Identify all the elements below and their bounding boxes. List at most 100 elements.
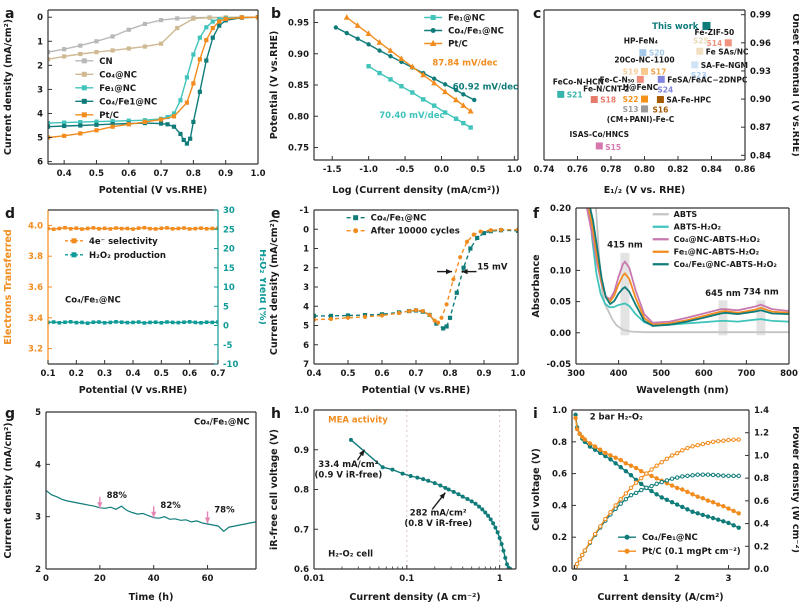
marker-circle: [432, 318, 437, 323]
panel-a-orr-lsv: 0.4 0.5 0.6 0.7 0.8 0.9 1.0 0 1 2 3 4 5 6 Potential (V…: [0, 0, 266, 200]
marker-circle: [731, 523, 736, 528]
marker-circle: [639, 481, 644, 487]
marker-triangle: [409, 63, 416, 70]
y-tick-label: 5: [303, 322, 309, 332]
marker-circle: [710, 515, 716, 521]
panel-letter: b: [271, 6, 281, 22]
catalyst-name: Fe-C-N₅₀: [600, 75, 635, 84]
marker-circle: [628, 492, 634, 498]
marker-square: [108, 320, 113, 325]
y-tick-label: -1: [300, 206, 310, 216]
arrowhead: [97, 502, 103, 509]
x-tick-label: -1.5: [323, 165, 342, 175]
series-group: [573, 412, 741, 569]
x-tick-label: 0.4: [57, 169, 72, 179]
catalyst-point: [636, 75, 644, 83]
annotation-text: 70.40 mV/dec: [379, 111, 444, 121]
marker-circle: [685, 507, 690, 512]
marker-circle: [669, 453, 675, 458]
x-tick-label: 1.0: [250, 169, 265, 179]
marker-circle: [705, 514, 711, 519]
marker-square: [197, 35, 202, 40]
legend-label: Fe₁@NC-ABTS-H₂O₂: [674, 248, 760, 257]
series-group: [48, 225, 218, 325]
marker-square: [153, 227, 158, 231]
y-tick-label-right: 5: [223, 302, 229, 312]
marker-square: [468, 246, 473, 251]
marker-square: [159, 226, 164, 231]
marker-circle: [721, 503, 726, 509]
x-tick-label: 0.78: [601, 165, 622, 175]
y-tick-label-right: 0.96: [750, 39, 771, 49]
marker-circle: [491, 521, 496, 526]
x-tick-label: 0.6: [374, 369, 389, 379]
marker-circle: [488, 517, 493, 522]
marker-circle: [498, 227, 504, 232]
legend-label: H₂O₂ production: [89, 251, 166, 261]
marker-square: [142, 321, 147, 325]
y-tick-label-right: 0.4: [754, 520, 769, 530]
y-tick-label: 2: [303, 264, 309, 274]
y-tick-label-right: -5: [223, 341, 233, 351]
annotation-text: 33.4 mA/cm²: [318, 460, 378, 470]
marker-square: [153, 320, 158, 325]
marker-circle: [488, 228, 493, 233]
marker-circle: [654, 476, 659, 481]
marker-circle: [486, 513, 491, 518]
marker-square: [81, 85, 87, 91]
marker-square: [119, 320, 124, 325]
x-axis-label: Current density (A cm⁻²): [349, 592, 480, 603]
y-tick-label-right: 0.87: [750, 123, 771, 133]
y-tick-label: 0: [37, 13, 43, 23]
marker-square: [126, 27, 131, 32]
marker-square: [165, 226, 169, 230]
y-tick-label: -0.05: [547, 360, 572, 370]
annotation-text: 734 nm: [743, 288, 779, 298]
marker-circle: [444, 302, 449, 307]
marker-square: [110, 48, 115, 53]
y-tick-label: 4: [35, 460, 41, 470]
marker-square: [171, 124, 177, 129]
y-tick-label: 0: [303, 225, 309, 235]
marker-circle: [628, 472, 634, 478]
catalyst-ref: S20: [649, 49, 665, 58]
highlight-band: [756, 300, 766, 336]
marker-square: [178, 98, 183, 103]
catalyst-name: Fe-ZIF-50: [695, 28, 735, 37]
x-tick-label: 0.80: [634, 165, 655, 175]
catalyst-point: [696, 47, 704, 55]
marker-circle: [451, 277, 456, 282]
marker-circle: [465, 497, 470, 502]
series-line: [350, 439, 511, 569]
marker-circle: [700, 441, 706, 447]
marker-circle: [608, 453, 613, 458]
marker-square: [68, 320, 73, 324]
y-tick-label-right: 0.0: [754, 565, 769, 575]
marker-square: [239, 15, 244, 20]
marker-circle: [695, 443, 700, 448]
marker-triangle: [398, 55, 405, 62]
x-axis-label: Potential (V vs.RHE): [99, 185, 208, 196]
marker-square: [102, 321, 107, 325]
panel-letter: i: [533, 406, 538, 422]
marker-square: [81, 112, 87, 118]
marker-square: [51, 320, 56, 324]
y-tick-label: 0.95: [288, 19, 309, 29]
marker-circle: [633, 490, 639, 496]
catalyst-name: Fe-N/CNT-2: [583, 85, 629, 94]
marker-square: [199, 321, 203, 325]
panel-h-chart: 0.01 0.1 1 0.6 0.7 0.8 0.9 1.0 Current density (…: [269, 406, 517, 603]
marker-circle: [461, 92, 466, 97]
catalyst-point: [691, 61, 699, 69]
marker-triangle: [442, 88, 449, 95]
y-axis-label-right: H₂O₂ Yield (%): [257, 249, 266, 325]
marker-circle: [669, 483, 675, 488]
catalyst-point: [657, 75, 665, 83]
panel-d-selectivity: 0.1 0.2 0.3 0.4 0.5 0.6 0.7 3.2 3.4 3.6 3.8 4.0 -10 -…: [0, 200, 268, 400]
annotation-text: 645 nm: [705, 289, 741, 299]
marker-circle: [380, 465, 385, 470]
marker-triangle: [460, 102, 467, 108]
annotation-text: 78%: [214, 505, 235, 515]
legend-label: Co₄/Fe1@NC: [99, 97, 157, 107]
